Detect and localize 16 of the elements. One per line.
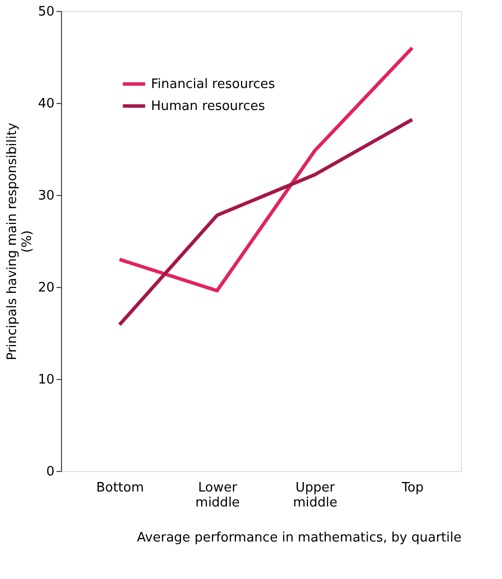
- y-tick-label: 0: [46, 464, 54, 480]
- y-tick-label: 50: [38, 4, 54, 20]
- legend-label: Human resources: [151, 99, 266, 114]
- line-series: [118, 46, 414, 292]
- y-axis-title: Principals having main responsibility (%): [4, 122, 35, 360]
- x-tick-label: Top: [400, 480, 424, 496]
- line-series: [118, 118, 414, 326]
- y-tick-label: 10: [38, 372, 54, 388]
- y-tick-label: 30: [38, 188, 54, 204]
- x-tick-label: Bottom: [96, 480, 144, 496]
- legend-label: Financial resources: [151, 77, 276, 92]
- x-tick-label: Upper middle: [292, 480, 338, 510]
- x-tick-label: Lower middle: [195, 480, 240, 510]
- y-tick-label: 20: [38, 280, 54, 296]
- y-tick-label: 40: [38, 96, 54, 112]
- x-axis-title: Average performance in mathematics, by quartile: [136, 530, 462, 546]
